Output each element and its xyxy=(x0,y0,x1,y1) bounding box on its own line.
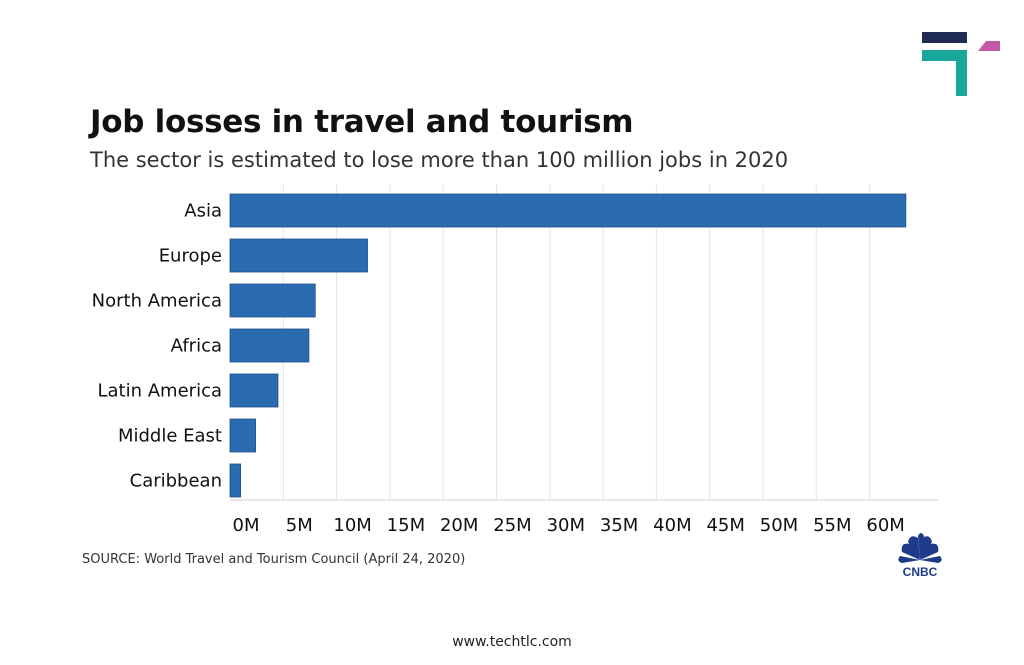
bar xyxy=(229,463,242,498)
x-tick-label: 30M xyxy=(547,515,585,536)
x-tick-label: 45M xyxy=(706,515,744,536)
site-logo-icon xyxy=(922,32,1000,96)
x-tick-label: 5M xyxy=(286,515,313,536)
bar xyxy=(229,373,279,408)
cnbc-peacock-logo-icon: CNBC xyxy=(898,533,942,578)
bar xyxy=(229,328,310,363)
x-tick-label: 15M xyxy=(387,515,425,536)
bar xyxy=(229,193,907,228)
logo-navy-bar xyxy=(922,32,967,43)
chart-subtitle: The sector is estimated to lose more tha… xyxy=(90,148,789,172)
bar xyxy=(229,418,256,453)
x-tick-label: 35M xyxy=(600,515,638,536)
logo-pink-tab xyxy=(978,41,1000,51)
category-label: Asia xyxy=(184,201,222,222)
category-label: Middle East xyxy=(118,426,222,447)
x-tick-label: 25M xyxy=(493,515,531,536)
x-tick-label: 10M xyxy=(333,515,371,536)
x-tick-label: 40M xyxy=(653,515,691,536)
x-tick-label: 60M xyxy=(866,515,904,536)
footer-url: www.techtlc.com xyxy=(452,634,572,650)
bar xyxy=(229,283,316,318)
bar-chart: Asia Europe North America Africa Latin Ameri… xyxy=(92,184,938,536)
category-label: Caribbean xyxy=(130,471,222,492)
category-label: Europe xyxy=(159,246,222,267)
logo-teal-bar xyxy=(922,50,967,61)
source-note: SOURCE: World Travel and Tourism Council… xyxy=(82,552,466,567)
x-tick-label: 55M xyxy=(813,515,851,536)
x-tick-label: 0M xyxy=(233,515,260,536)
x-tick-label: 20M xyxy=(440,515,478,536)
category-label: Latin America xyxy=(98,381,223,402)
bar xyxy=(229,238,368,273)
cnbc-logo-text: CNBC xyxy=(903,565,938,578)
x-tick-label: 50M xyxy=(760,515,798,536)
chart-title: Job losses in travel and tourism xyxy=(90,104,634,140)
category-label: Africa xyxy=(171,336,222,357)
category-label: North America xyxy=(92,291,222,312)
logo-teal-stem xyxy=(956,50,967,96)
